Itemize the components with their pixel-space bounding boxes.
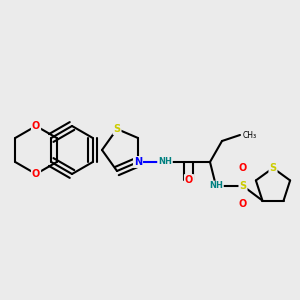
Text: S: S — [113, 124, 121, 134]
Text: O: O — [185, 175, 193, 185]
Text: O: O — [239, 163, 247, 173]
Text: NH: NH — [209, 182, 223, 190]
Text: O: O — [32, 169, 40, 179]
Text: O: O — [239, 199, 247, 209]
Text: N: N — [134, 157, 142, 167]
Text: NH: NH — [158, 158, 172, 166]
Text: S: S — [269, 163, 277, 173]
Text: S: S — [239, 181, 247, 191]
Text: O: O — [32, 121, 40, 131]
Text: CH₃: CH₃ — [243, 130, 257, 140]
